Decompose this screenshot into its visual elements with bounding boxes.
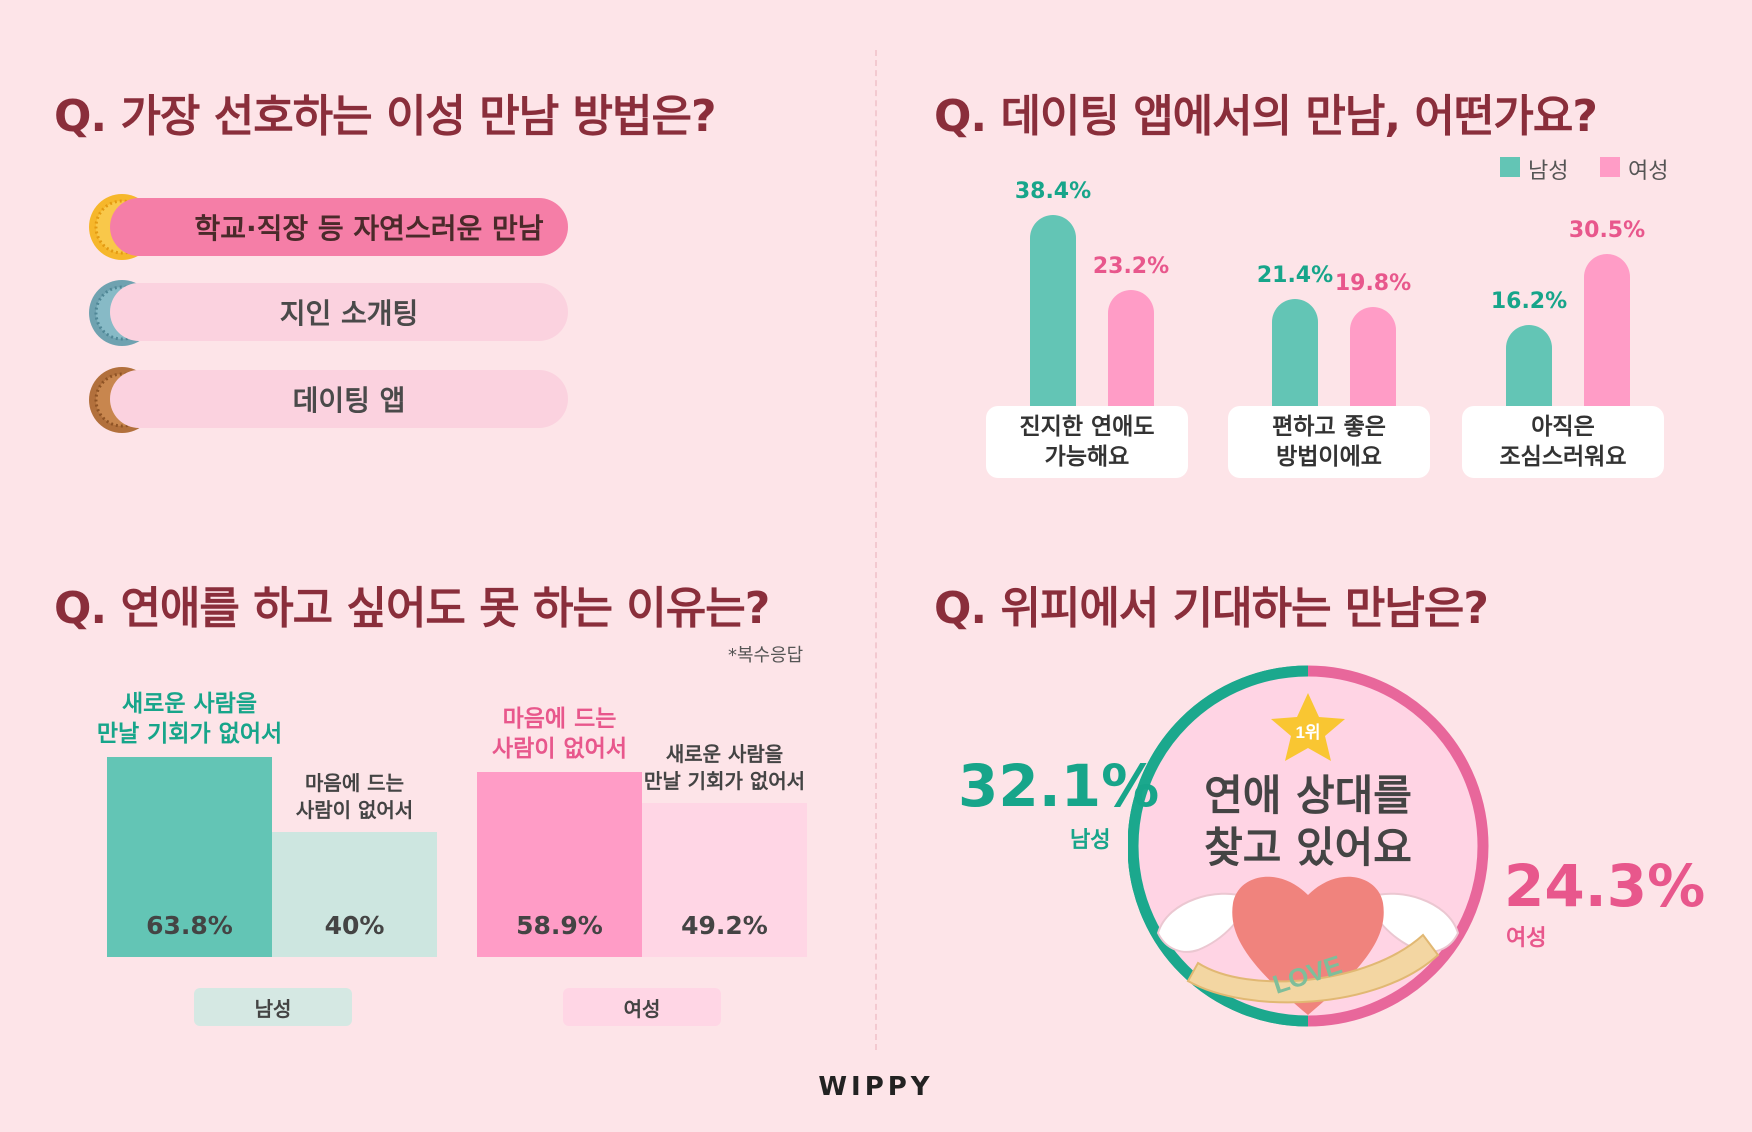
q2-title: Q. 데이팅 앱에서의 만남, 어떤가요? [934,91,1598,142]
male-value-label-2: 21.4% [1256,263,1334,289]
female-value-label-1: 23.2% [1092,254,1170,280]
center-line-1: 연애 상대를 [1204,771,1412,820]
female-label: 여성 [1506,926,1547,951]
female-reason-value-1: 58.9% [516,911,603,940]
legend-male-swatch [1500,157,1520,177]
male-group-tag: 남성 [194,988,352,1026]
male-reason-bar-2 [272,831,437,957]
q4-title: Q. 위피에서 기대하는 만남은? [934,583,1489,634]
female-value-label-2: 19.8% [1334,271,1412,297]
category-label-1: 진지한 연애도 가능해요 [986,406,1188,478]
female-reason-bar-2 [642,802,807,957]
multiple-response-note: *복수응답 [728,645,804,666]
male-bar-1 [1030,215,1076,415]
male-value-label-1: 38.4% [1014,179,1092,204]
male-reason-bar-1 [107,757,272,957]
rank-2-label: 지인 소개팅 [279,297,419,330]
female-percentage: 24.3% [1504,852,1706,920]
category-label-2: 편하고 좋은 방법이에요 [1228,406,1430,478]
legend-female-label: 여성 [1628,159,1669,184]
rank-2-pill: 지인 소개팅 [110,283,568,341]
male-percentage: 32.1% [958,752,1160,820]
donut-ring-right: LOVE 1위 [1128,665,1489,1027]
female-bar-1 [1108,290,1154,415]
female-bar-3 [1584,254,1630,415]
female-bar-2 [1350,307,1396,415]
rank-1-pill: 학교·직장 등 자연스러운 만남 [110,198,568,256]
female-group-tag: 여성 [563,988,721,1026]
category-label-3: 아직은 조심스러워요 [1462,406,1664,478]
male-reason-label-2: 마음에 드는 사람이 없어서 [295,770,414,822]
male-reason-value-1: 63.8% [146,911,233,940]
male-label: 남성 [1070,828,1111,853]
love-ribbon-icon [1186,933,1440,1004]
q1-title: Q. 가장 선호하는 이성 만남 방법은? [54,91,716,142]
donut-female-arc [1307,665,1489,1027]
star-badge-icon [1271,693,1345,761]
male-value-label-3: 16.2% [1490,288,1568,314]
rank-1-label: 학교·직장 등 자연스러운 만남 [194,212,544,245]
brand-logo: WIPPY [818,1072,934,1102]
male-bar-3 [1506,324,1552,415]
female-reason-value-2: 49.2% [681,911,768,940]
center-label: 연애 상대를 찾고 있어요 [1128,770,1488,874]
legend-male-label: 남성 [1528,159,1569,184]
legend-female-swatch [1600,157,1620,177]
rank-3-label: 데이팅 앱 [292,384,406,417]
male-bar-2 [1272,299,1318,415]
female-value-label-3: 30.5% [1568,218,1646,244]
rank-badge-text: 1위 [1295,723,1320,742]
female-reason-label-1: 마음에 드는 사람이 없어서 [492,706,627,763]
center-line-2: 찾고 있어요 [1204,823,1412,872]
panel-divider [875,50,877,1050]
rank-3-pill: 데이팅 앱 [110,370,568,428]
male-reason-value-2: 40% [324,911,385,940]
female-reason-label-2: 새로운 사람을 만날 기회가 없어서 [643,741,806,793]
q3-title: Q. 연애를 하고 싶어도 못 하는 이유는? [54,583,770,634]
female-reason-bar-1 [477,772,642,957]
male-reason-label-1: 새로운 사람을 만날 기회가 없어서 [96,691,283,747]
